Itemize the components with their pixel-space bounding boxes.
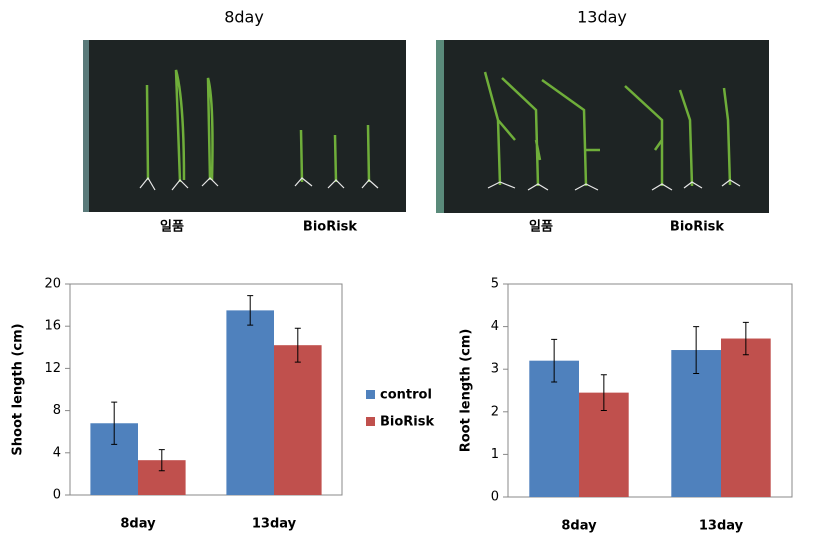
- y-tick-label: 3: [491, 362, 499, 377]
- y-tick-label: 5: [491, 277, 499, 292]
- photo-label: BioRisk: [670, 220, 725, 235]
- legend-swatch: [366, 390, 375, 399]
- y-tick-label: 8: [53, 403, 61, 418]
- error-bar: [247, 295, 254, 326]
- legend-label: control: [380, 388, 432, 403]
- x-tick-label: 8day: [561, 519, 597, 534]
- error-bar: [742, 321, 749, 356]
- legend-swatch: [366, 417, 375, 426]
- error-bar: [551, 338, 558, 383]
- y-tick-label: 1: [491, 447, 499, 462]
- error-bar: [294, 327, 301, 363]
- y-tick-label: 0: [491, 490, 499, 505]
- x-tick-label: 8day: [120, 517, 156, 532]
- error-bar: [600, 374, 607, 412]
- y-tick-label: 0: [53, 488, 61, 503]
- bar: [671, 350, 721, 497]
- plot-frame: [507, 283, 793, 498]
- y-tick-label: 12: [44, 361, 61, 376]
- bar: [226, 310, 274, 495]
- plot-frame: [69, 283, 343, 496]
- y-tick-label: 2: [491, 404, 499, 419]
- x-tick-label: 13day: [252, 517, 297, 532]
- bar: [274, 345, 322, 495]
- photo-label: 일품: [160, 220, 184, 235]
- y-tick-label: 4: [491, 319, 499, 334]
- photo-title: 8day: [224, 8, 264, 27]
- photo: [436, 40, 769, 213]
- y-tick-label: 16: [44, 319, 61, 334]
- error-bar: [111, 401, 118, 445]
- error-bar: [158, 449, 165, 472]
- photo-title: 13day: [577, 8, 627, 27]
- legend-label: BioRisk: [380, 415, 435, 430]
- y-tick-label: 4: [53, 445, 61, 460]
- y-axis-label: Root length (cm): [459, 329, 474, 453]
- photo-label: 일품: [529, 220, 553, 235]
- x-tick-label: 13day: [699, 519, 744, 534]
- bar: [529, 360, 579, 497]
- y-tick-label: 20: [44, 277, 61, 292]
- photo-label: BioRisk: [303, 220, 358, 235]
- photo: [83, 40, 406, 212]
- bar: [721, 338, 771, 497]
- y-axis-label: Shoot length (cm): [11, 323, 26, 455]
- error-bar: [693, 326, 700, 374]
